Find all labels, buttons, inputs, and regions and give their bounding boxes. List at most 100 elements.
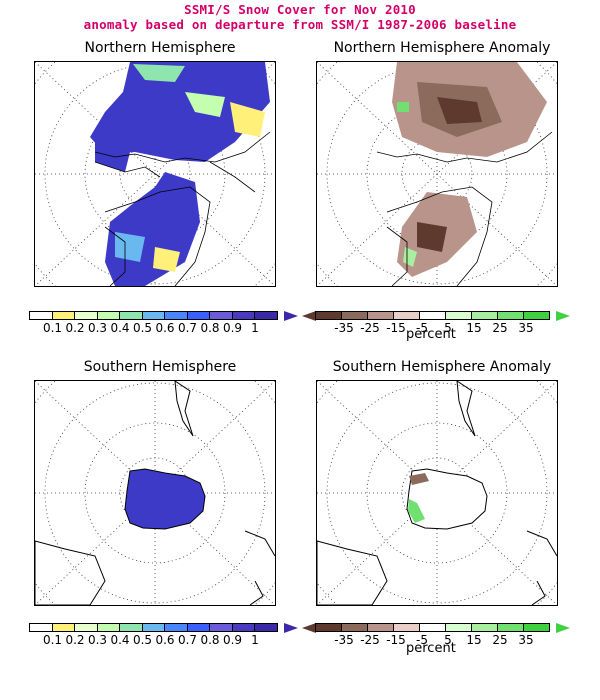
colorbar-swatch <box>523 623 550 632</box>
panel-title-sh-anomaly: Southern Hemisphere Anomaly <box>332 359 552 375</box>
colorbar-tick-label: 0.7 <box>177 321 198 335</box>
colorbar-swatch <box>51 623 75 632</box>
colorbar-swatch <box>445 623 472 632</box>
panel-title-nh-cover: Northern Hemisphere <box>84 40 236 56</box>
colorbar-swatch <box>96 311 120 320</box>
colorbar-tick-label: 0.4 <box>110 321 130 335</box>
colorbar-swatch <box>141 623 165 632</box>
nh-anomaly-map <box>316 61 558 287</box>
colorbar-swatch <box>393 311 420 320</box>
colorbar-swatch <box>29 623 53 632</box>
colorbar-tick-label: 35 <box>518 633 534 647</box>
anomaly-units-top: percent <box>406 327 456 342</box>
cover-colorbar-bottom-left-arrow-icon <box>16 623 30 633</box>
colorbar-swatch <box>51 311 75 320</box>
colorbar-tick-label: 5 <box>444 321 452 335</box>
colorbar-swatch <box>74 623 98 632</box>
colorbar-tick-label: 0.3 <box>87 321 108 335</box>
colorbar-tick-label: 0.1 <box>42 321 63 335</box>
colorbar-tick-label: 15 <box>466 633 482 647</box>
colorbar-tick-label: 0.4 <box>110 633 130 647</box>
colorbar-tick-label: -35 <box>334 633 354 647</box>
anomaly-colorbar-boxes <box>315 311 550 320</box>
colorbar-tick-label: 1 <box>251 633 259 647</box>
colorbar-tick-label: 25 <box>492 321 508 335</box>
colorbar-swatch <box>119 623 143 632</box>
colorbar-swatch <box>367 311 394 320</box>
colorbar-swatch <box>74 311 98 320</box>
colorbar-tick-label: 5 <box>444 633 452 647</box>
colorbar-tick-label: 15 <box>466 321 482 335</box>
colorbar-swatch <box>445 311 472 320</box>
panel-title-nh-anomaly: Northern Hemisphere Anomaly <box>333 40 551 56</box>
colorbar-swatch <box>164 311 188 320</box>
anomaly-units-bottom: percent <box>406 641 456 656</box>
anomaly-colorbar-left-arrow-icon <box>302 311 316 321</box>
colorbar-swatch <box>209 623 233 632</box>
anomaly-colorbar-top: -35 -25 -15 -5 5 15 25 35 <box>300 308 590 335</box>
colorbar-swatch <box>209 311 233 320</box>
colorbar-tick-label: -5 <box>416 321 428 335</box>
colorbar-tick-label: -5 <box>416 633 428 647</box>
cover-colorbar-bottom-right-arrow-icon <box>284 623 298 633</box>
colorbar-tick-label: 0.1 <box>42 633 63 647</box>
anomaly-colorbar-bottom: -35 -25 -15 -5 5 15 25 35 <box>300 620 590 647</box>
colorbar-swatch <box>231 311 255 320</box>
cover-colorbar-right-arrow-icon <box>284 311 298 321</box>
colorbar-tick-label: 25 <box>492 633 508 647</box>
cover-colorbar-bottom: 0.1 0.2 0.3 0.4 0.5 0.6 0.7 0.8 0.9 1 <box>8 620 298 647</box>
colorbar-tick-label: 0.5 <box>132 321 153 335</box>
colorbar-tick-label: 0.6 <box>155 633 175 647</box>
colorbar-swatch <box>29 311 53 320</box>
colorbar-swatch <box>254 623 278 632</box>
colorbar-tick-label: 0.2 <box>65 633 85 647</box>
colorbar-swatch <box>186 623 210 632</box>
colorbar-tick-label: 0.7 <box>177 633 198 647</box>
colorbar-swatch <box>471 311 498 320</box>
colorbar-tick-label: 1 <box>251 321 259 335</box>
colorbar-swatch <box>231 623 255 632</box>
cover-colorbar-left-arrow-icon <box>16 311 30 321</box>
colorbar-swatch <box>315 623 342 632</box>
colorbar-tick-label: 0.5 <box>132 633 153 647</box>
colorbar-swatch <box>393 623 420 632</box>
nh-cover-map <box>34 61 276 287</box>
colorbar-tick-label: 0.8 <box>200 321 220 335</box>
anomaly-colorbar-bottom-right-arrow-icon <box>556 623 570 633</box>
colorbar-swatch <box>341 311 368 320</box>
colorbar-tick-label: 0.9 <box>222 321 243 335</box>
colorbar-tick-label: 0.2 <box>65 321 85 335</box>
anomaly-colorbar-right-arrow-icon <box>556 311 570 321</box>
colorbar-swatch <box>141 311 165 320</box>
colorbar-swatch <box>497 623 524 632</box>
colorbar-tick-label: -25 <box>360 321 380 335</box>
colorbar-swatch <box>419 311 446 320</box>
colorbar-tick-label: 0.9 <box>222 633 243 647</box>
colorbar-swatch <box>419 623 446 632</box>
colorbar-tick-label: -25 <box>360 633 380 647</box>
cover-colorbar-top: 0.1 0.2 0.3 0.4 0.5 0.6 0.7 0.8 0.9 1 <box>8 308 298 335</box>
chart-title-line-2: anomaly based on departure from SSM/I 19… <box>83 17 517 32</box>
colorbar-tick-label: 0.8 <box>200 633 220 647</box>
colorbar-swatch <box>367 623 394 632</box>
colorbar-swatch <box>497 311 524 320</box>
colorbar-tick-label: -15 <box>386 321 406 335</box>
colorbar-swatch <box>523 311 550 320</box>
sh-anomaly-map <box>316 380 558 606</box>
anomaly-colorbar-bottom-left-arrow-icon <box>302 623 316 633</box>
colorbar-tick-label: 0.3 <box>87 633 108 647</box>
colorbar-tick-label: 35 <box>518 321 534 335</box>
colorbar-tick-label: -35 <box>334 321 354 335</box>
colorbar-swatch <box>186 311 210 320</box>
colorbar-swatch <box>315 311 342 320</box>
colorbar-swatch <box>119 311 143 320</box>
colorbar-swatch <box>471 623 498 632</box>
anomaly-colorbar-bottom-boxes <box>315 623 550 632</box>
colorbar-tick-label: 0.6 <box>155 321 175 335</box>
colorbar-swatch <box>96 623 120 632</box>
colorbar-swatch <box>164 623 188 632</box>
colorbar-swatch <box>254 311 278 320</box>
sh-cover-map <box>34 380 276 606</box>
cover-colorbar-boxes <box>29 311 278 320</box>
cover-colorbar-bottom-boxes <box>29 623 278 632</box>
